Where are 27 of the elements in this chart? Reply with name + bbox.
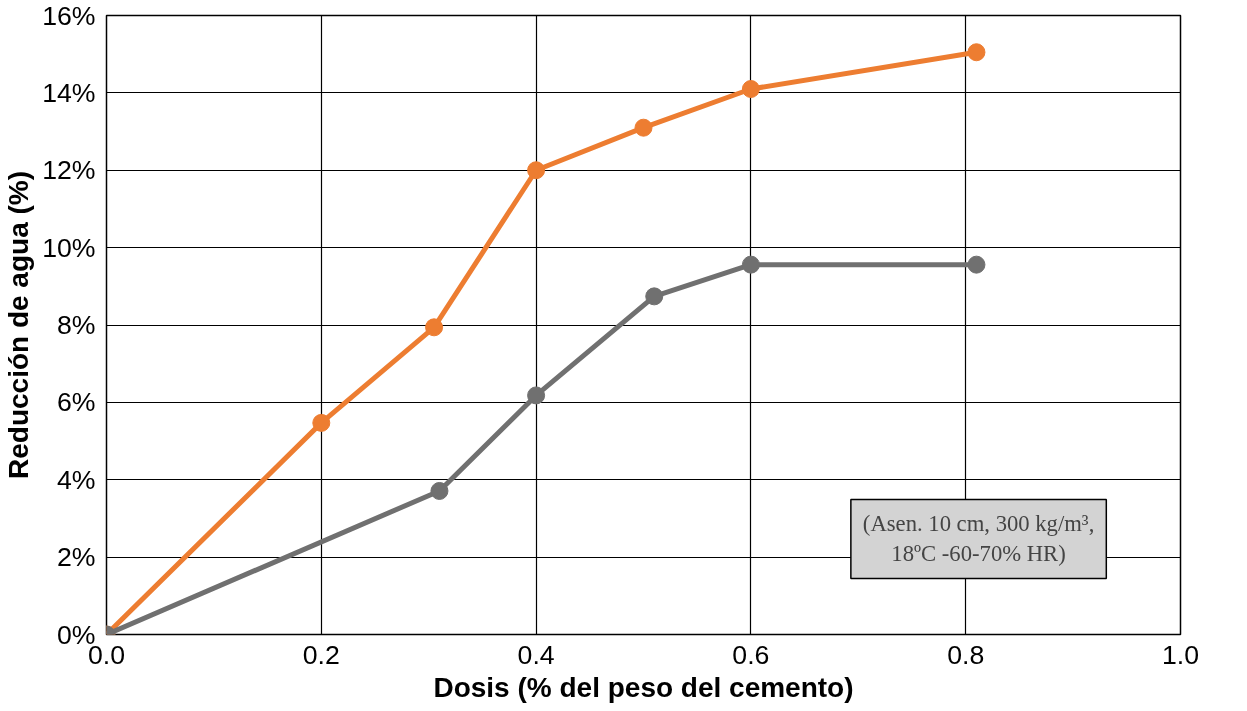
y-tick-label: 14% <box>42 77 96 108</box>
point <box>645 287 664 306</box>
point <box>430 481 449 500</box>
y-tick-label: 8% <box>56 310 96 340</box>
y-tick-label: 4% <box>56 464 96 495</box>
point <box>741 255 760 274</box>
point <box>425 318 444 337</box>
y-tick-label: 10% <box>42 232 96 263</box>
y-tick-label: 12% <box>42 155 96 186</box>
y-tick-label: 6% <box>56 387 96 418</box>
point <box>312 413 331 432</box>
point <box>527 386 546 405</box>
y-axis-title: Reducción de agua (%) <box>3 170 35 480</box>
x-tick-label: 0.2 <box>302 639 340 670</box>
y-tick-label: 2% <box>56 542 96 573</box>
point <box>634 118 653 137</box>
annotation: (Asen. 10 cm, 300 kg/m³, 18ºC -60-70% HR) <box>862 511 1095 567</box>
x-tick-label: 0.4 <box>517 639 555 670</box>
x-axis-title: Dosis (% del peso del cemento) <box>433 671 854 703</box>
point <box>527 161 546 180</box>
y-tick-label: 16% <box>42 0 96 31</box>
point <box>967 255 986 274</box>
point <box>741 80 760 98</box>
x-tick-label: 1.0 <box>1161 639 1200 670</box>
x-tick-label: 0.8 <box>947 639 985 670</box>
x-tick-label: 0.6 <box>732 639 770 670</box>
point <box>967 43 986 62</box>
